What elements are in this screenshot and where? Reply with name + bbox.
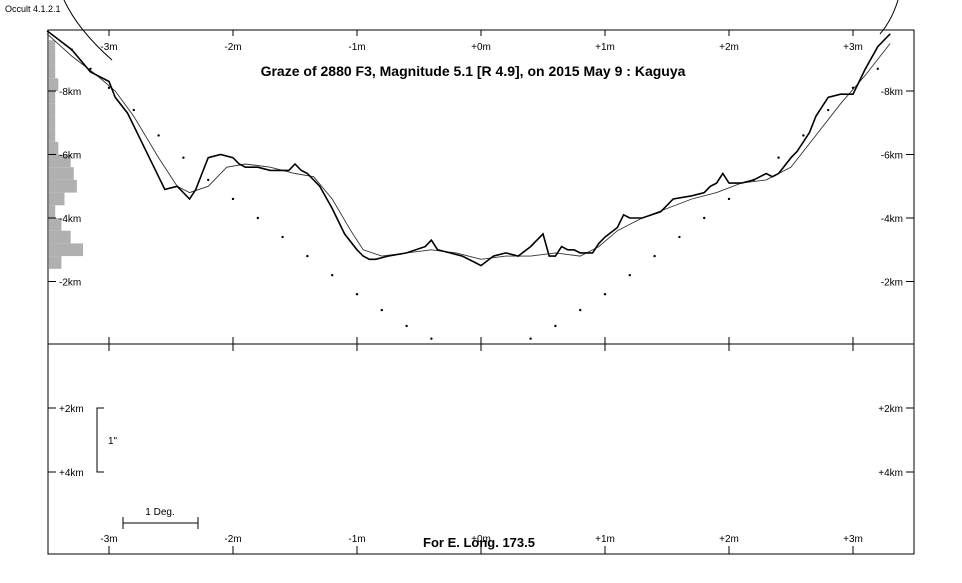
dotted-limit-point xyxy=(182,156,185,159)
histogram-bar xyxy=(49,192,65,206)
y-tick-label-left: -4km xyxy=(59,214,81,225)
dotted-limit-point xyxy=(703,216,706,220)
lunar-limb-arc xyxy=(63,0,899,61)
dotted-limit-point xyxy=(380,308,383,312)
lower-x-tick-label: -1m xyxy=(348,534,365,545)
dotted-limit-point xyxy=(256,216,259,220)
lower-y-tick-label-right: +2km xyxy=(878,404,903,415)
dotted-limit-point xyxy=(157,134,160,137)
km-scale-bar: 1" xyxy=(96,407,118,473)
dotted-limit-point xyxy=(207,178,210,182)
dotted-limit-point xyxy=(653,254,656,258)
histogram-bar xyxy=(49,218,62,231)
dotted-limit-point xyxy=(529,337,532,340)
dotted-limit-point xyxy=(603,293,607,296)
dotted-limit-point xyxy=(777,156,780,159)
dotted-limit-point xyxy=(132,108,135,112)
lower-x-tick-label: -2m xyxy=(224,534,241,545)
y-tick-label-right: -2km xyxy=(881,278,903,289)
lower-x-tick-label: +3m xyxy=(843,534,863,545)
histogram-bar xyxy=(49,65,56,79)
y-tick-label-left: -6km xyxy=(59,151,81,162)
histogram-bar xyxy=(49,78,59,91)
upper-panel: -3m -2m -1m +0m +1m +2m +3m -8km -8km -6km -6km -4… xyxy=(46,0,915,351)
lower-panel: -3m -2m -1m +0m +1m +2m +3m +2km +2km +4km +4km 1… xyxy=(47,343,915,555)
histogram-bar xyxy=(49,116,56,130)
dotted-limit-point xyxy=(554,324,557,328)
histogram xyxy=(49,40,84,269)
histogram-bar xyxy=(49,230,71,244)
dotted-limit-point xyxy=(430,337,433,340)
dotted-limit-point xyxy=(231,197,235,201)
dotted-limit-point xyxy=(107,86,111,90)
histogram-bar xyxy=(49,243,84,257)
degree-scale-bar-line xyxy=(122,517,199,529)
histogram-bar xyxy=(49,40,56,53)
lower-y-tick-label-right: +4km xyxy=(878,468,903,479)
upper-y-axis: -8km -8km -6km -6km -4km -4km -2km -2km xyxy=(48,87,914,289)
histogram-bar xyxy=(49,256,62,269)
chart-footer: For E. Long. 173.5 xyxy=(423,535,535,550)
x-tick-label: +2m xyxy=(719,42,739,53)
dotted-limit-point xyxy=(678,235,681,239)
lower-x-axis: -3m -2m -1m +0m +1m +2m +3m xyxy=(100,534,863,554)
dotted-limit-point xyxy=(628,273,631,277)
y-tick-label-left: -8km xyxy=(59,87,81,98)
x-tick-label: +0m xyxy=(471,42,491,53)
smoothed-profile-line xyxy=(46,33,891,260)
lower-x-tick-label: +1m xyxy=(595,534,615,545)
dotted-limit-point xyxy=(306,254,309,258)
histogram-bar xyxy=(49,205,56,218)
y-tick-label-left: -2km xyxy=(59,278,81,289)
y-tick-label-right: -6km xyxy=(881,151,903,162)
lower-x-tick-label: +0m xyxy=(471,534,491,545)
version-label: Occult 4.1.2.1 xyxy=(5,4,61,14)
km-scale-bar-line xyxy=(96,407,104,473)
lower-x-tick-label: +2m xyxy=(719,534,739,545)
dotted-limit-point xyxy=(579,308,582,312)
x-tick-label: -2m xyxy=(224,42,241,53)
dotted-limit-point xyxy=(876,67,879,70)
lower-x-tick-label: -3m xyxy=(100,534,117,545)
histogram-bar xyxy=(49,91,56,104)
x-tick-label: -3m xyxy=(100,42,117,53)
dotted-limit-point xyxy=(405,324,408,328)
limb-profile-line xyxy=(46,30,891,267)
dotted-limit-point xyxy=(802,134,805,137)
y-tick-label-right: -8km xyxy=(881,87,903,98)
histogram-bar xyxy=(49,154,71,168)
histogram-bar xyxy=(49,141,59,155)
degree-scale-bar-label: 1 Deg. xyxy=(145,507,174,518)
dotted-limit-point xyxy=(281,235,284,239)
km-scale-bar-label: 1" xyxy=(108,436,118,447)
dotted-limit-point xyxy=(355,293,359,296)
y-tick-label-right: -4km xyxy=(881,214,903,225)
chart-title: Graze of 2880 F3, Magnitude 5.1 [R 4.9],… xyxy=(261,63,686,79)
lower-y-tick-label-left: +2km xyxy=(59,404,84,415)
degree-scale-bar: 1 Deg. xyxy=(122,507,199,529)
histogram-bar xyxy=(49,179,77,193)
x-tick-label: +3m xyxy=(843,42,863,53)
histogram-bar xyxy=(49,167,74,180)
x-tick-label: +1m xyxy=(595,42,615,53)
dotted-limit-point xyxy=(727,197,731,201)
lower-y-tick-label-left: +4km xyxy=(59,468,84,479)
dotted-limit-point xyxy=(827,108,830,112)
x-tick-label: -1m xyxy=(348,42,365,53)
histogram-bar xyxy=(49,103,56,117)
histogram-bar xyxy=(49,129,56,142)
lower-y-axis: +2km +2km +4km +4km xyxy=(48,404,914,479)
histogram-bar xyxy=(49,52,56,66)
dotted-limit-point xyxy=(331,273,334,277)
